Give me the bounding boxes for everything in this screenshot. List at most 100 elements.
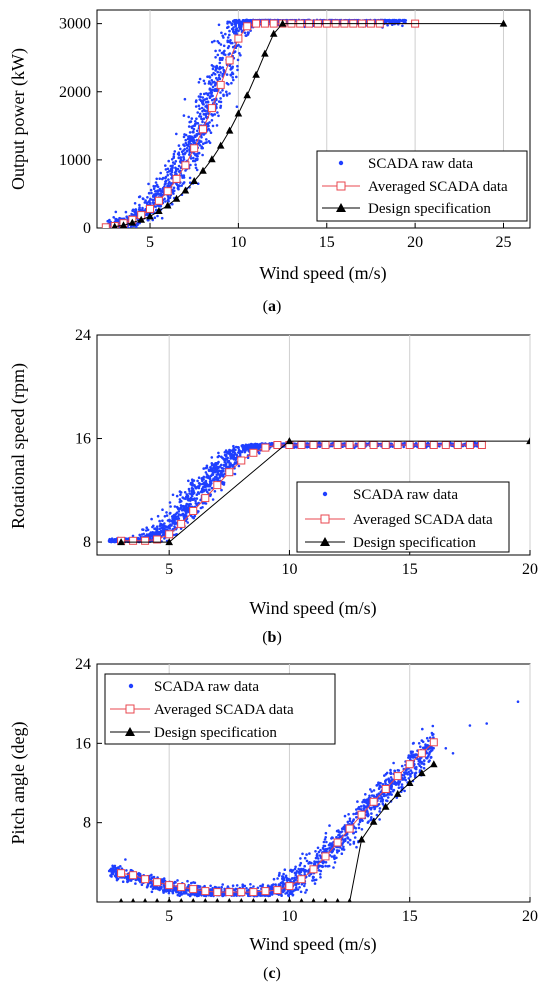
raw-data-point [243,446,247,450]
raw-data-point [237,446,240,450]
raw-data-point [189,163,192,167]
raw-data-point [431,724,435,728]
raw-data-point [197,151,201,155]
raw-data-point [211,85,215,89]
raw-data-point [417,742,421,745]
raw-data-point [155,527,159,531]
averaged-marker [165,530,174,539]
x-axis-title-a: Wind speed (m/s) [259,263,386,284]
raw-data-point [202,113,206,116]
raw-data-point [305,853,308,856]
raw-data-point [197,95,201,98]
averaged-marker [321,441,330,449]
raw-data-point [224,32,227,36]
raw-data-point [407,770,411,774]
raw-data-point [197,501,200,505]
raw-data-point [221,883,224,886]
raw-data-point [182,504,185,508]
y-tick-label: 3000 [59,16,91,33]
raw-data-point [215,76,218,80]
raw-data-point [150,517,153,521]
raw-data-point [179,527,183,530]
design-marker [128,218,137,226]
raw-data-point [185,149,189,153]
raw-data-point [159,190,163,193]
raw-data-point [206,100,210,104]
raw-data-point [261,883,265,886]
raw-data-point [228,52,232,55]
raw-data-point [220,885,223,889]
y-tick-label: 24 [75,327,91,344]
raw-data-point [339,846,342,849]
raw-data-point [367,820,370,823]
raw-data-point [162,879,166,882]
raw-data-point [106,219,109,223]
raw-data-point [183,97,187,101]
raw-data-point [242,448,245,452]
raw-data-point [238,452,242,456]
raw-data-point [178,160,182,163]
raw-data-point [167,891,171,895]
raw-data-point [145,526,148,529]
raw-data-point [195,503,199,507]
raw-data-point [214,49,217,53]
raw-data-point [142,532,145,536]
raw-data-point [155,177,158,181]
raw-data-point [335,836,338,839]
raw-data-point [235,105,239,108]
raw-data-point [158,177,161,180]
raw-data-point [232,78,235,82]
averaged-marker [153,535,162,544]
raw-data-point [205,104,208,107]
raw-data-point [154,185,157,188]
raw-data-point [187,487,191,491]
raw-data-point [185,147,189,150]
raw-data-point [218,49,221,52]
raw-data-point [325,840,328,844]
raw-data-point [195,122,199,125]
raw-data-point [299,857,302,860]
raw-data-point [133,202,137,205]
marks-c [107,700,520,902]
raw-data-point [206,75,209,78]
raw-data-point [198,112,202,116]
design-marker [190,177,198,184]
raw-data-point [347,813,350,816]
raw-data-point [149,885,153,888]
marks-b [107,437,530,546]
x-tick-label: 15 [402,908,418,925]
raw-data-point [146,883,150,887]
raw-data-point [200,136,203,139]
raw-data-point [366,801,370,805]
raw-data-point [194,100,198,104]
raw-data-point [327,843,331,847]
raw-data-point [178,500,182,504]
raw-data-point [168,512,172,515]
raw-data-point [205,464,209,468]
raw-data-point [297,867,301,871]
raw-data-point [219,91,222,94]
raw-data-point [138,203,141,207]
raw-data-point [283,868,287,871]
raw-data-point [198,77,202,81]
raw-data-point [295,870,299,873]
legend-b-raw-marker [322,491,328,497]
panel-label-a: (a) [263,298,282,315]
raw-data-point [397,18,401,22]
legend-b-avg-marker [320,514,330,524]
raw-data-point [354,830,358,834]
raw-data-point [214,83,217,86]
raw-data-point [408,758,412,761]
raw-data-point [182,155,185,159]
raw-data-point [229,457,232,460]
raw-data-point [298,872,301,875]
raw-data-point [230,81,233,85]
raw-data-point [209,91,212,94]
raw-data-point [272,877,276,881]
raw-data-point [192,130,195,134]
design-marker [117,538,125,546]
raw-data-point [156,214,159,218]
raw-data-point [389,19,392,23]
raw-data-point [173,150,177,153]
raw-data-point [202,490,205,493]
